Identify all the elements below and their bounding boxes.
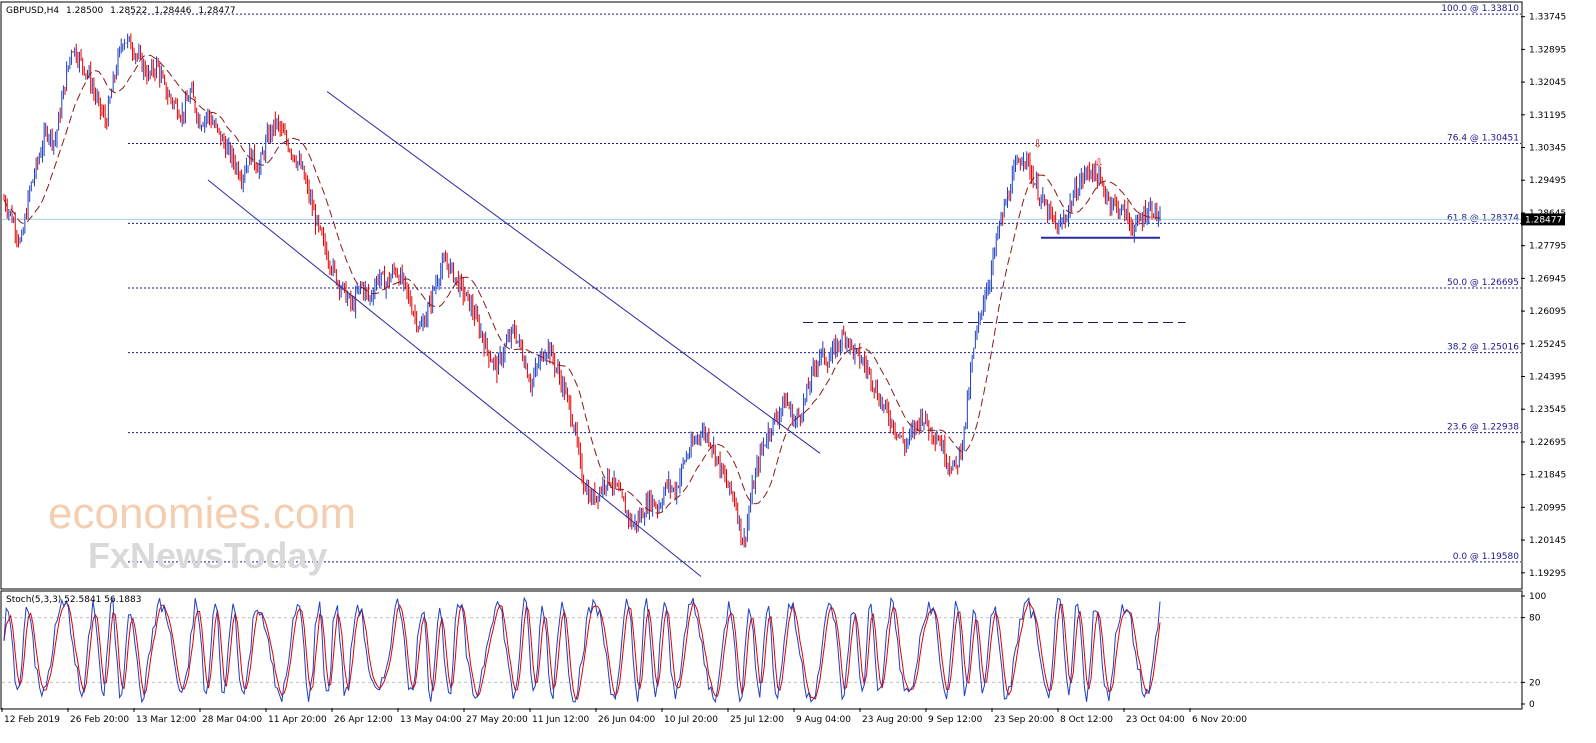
current-price-label: 1.28477 — [1525, 215, 1562, 225]
stoch-tick-label: 80 — [1529, 614, 1541, 624]
price-tick-label: 1.23545 — [1529, 405, 1566, 415]
price-series: ⇩⇩ — [3, 33, 1161, 548]
fib-label-5: 23.6 @ 1.22938 — [1447, 423, 1519, 433]
price-tick-label: 1.25245 — [1529, 340, 1566, 350]
price-tick-label: 1.20995 — [1529, 503, 1566, 513]
time-tick-label: 23 Aug 20:00 — [862, 715, 923, 725]
stochastic-series: 100 80 20 0 — [2, 592, 1546, 710]
time-tick-label: 8 Oct 12:00 — [1060, 715, 1113, 725]
stoch-panel-frame — [0, 590, 1523, 710]
time-tick-label: 11 Apr 20:00 — [268, 715, 327, 725]
time-tick-label: 27 May 20:00 — [466, 715, 528, 725]
time-tick-label: 9 Aug 04:00 — [796, 715, 851, 725]
time-tick-label: 26 Feb 20:00 — [70, 715, 129, 725]
fib-label-4: 38.2 @ 1.25016 — [1447, 343, 1519, 353]
stoch-tick-label: 100 — [1529, 592, 1546, 602]
fib-label-1: 76.4 @ 1.30451 — [1447, 133, 1519, 143]
time-tick-label: 6 Nov 20:00 — [1192, 715, 1247, 725]
time-tick-label: 11 Jun 12:00 — [532, 715, 589, 725]
axes: 1.33745 1.32895 1.32045 1.31195 1.30345 1.294… — [1, 13, 1566, 725]
time-tick-label: 12 Feb 2019 — [4, 715, 60, 725]
time-tick-label: 10 Jul 20:00 — [664, 715, 718, 725]
price-tick-label: 1.27795 — [1529, 242, 1566, 252]
symbol-label: GBPUSD,H4 — [6, 6, 59, 16]
chart-header-symbol: GBPUSD,H4 1.28500 1.28522 1.28446 1.2847… — [6, 6, 236, 16]
price-tick-label: 1.32895 — [1529, 45, 1566, 55]
fib-label-0: 100.0 @ 1.33810 — [1441, 4, 1519, 14]
watermark-economies: economies.com — [48, 489, 356, 538]
stoch-tick-label: 0 — [1529, 700, 1535, 710]
stoch-main-line — [3, 596, 1161, 704]
channel-upper-line — [326, 91, 821, 454]
fib-label-2: 61.8 @ 1.28374 — [1447, 213, 1519, 223]
time-tick-label: 25 Jul 12:00 — [730, 715, 784, 725]
price-tick-label: 1.32045 — [1529, 78, 1566, 88]
time-tick-label: 26 Jun 04:00 — [598, 715, 655, 725]
channel-lower-line — [207, 179, 702, 577]
fibonacci-levels: 100.0 @ 1.33810 76.4 @ 1.30451 61.8 @ 1.28… — [2, 4, 1521, 563]
time-tick-label: 13 Mar 12:00 — [136, 715, 196, 725]
open-value: 1.28500 — [66, 6, 103, 16]
price-tick-label: 1.33745 — [1529, 13, 1566, 23]
watermark-fxnewstoday: FxNewsToday — [88, 535, 327, 576]
price-channel — [207, 91, 1186, 577]
price-tick-label: 1.26095 — [1529, 307, 1566, 317]
price-tick-label: 1.21845 — [1529, 471, 1566, 481]
time-tick-label: 26 Apr 12:00 — [334, 715, 393, 725]
watermark: economies.com FxNewsToday — [48, 489, 356, 576]
price-tick-label: 1.20145 — [1529, 536, 1566, 546]
price-panel-frame — [0, 1, 1523, 590]
price-tick-label: 1.30345 — [1529, 144, 1566, 154]
moving-average-line — [3, 54, 1161, 514]
time-tick-label: 13 May 04:00 — [400, 715, 462, 725]
close-value: 1.28477 — [198, 6, 235, 16]
time-tick-label: 28 Mar 04:00 — [202, 715, 262, 725]
fib-label-6: 0.0 @ 1.19580 — [1453, 552, 1520, 562]
price-tick-label: 1.24395 — [1529, 373, 1566, 383]
time-tick-label: 23 Oct 04:00 — [1126, 715, 1185, 725]
price-tick-label: 1.29495 — [1529, 176, 1566, 186]
fib-label-3: 50.0 @ 1.26695 — [1447, 278, 1519, 288]
high-value: 1.28522 — [110, 6, 147, 16]
price-tick-label: 1.31195 — [1529, 111, 1566, 121]
stoch-header: Stoch(5,3,3) 52.5841 56.1883 — [6, 595, 141, 605]
time-tick-label: 9 Sep 12:00 — [928, 715, 983, 725]
price-tick-label: 1.26945 — [1529, 274, 1566, 284]
price-tick-label: 1.19295 — [1529, 569, 1566, 579]
top-arrow-down-icon: ⇩ — [1094, 157, 1103, 170]
time-tick-label: 23 Sep 20:00 — [994, 715, 1054, 725]
stoch-tick-label: 20 — [1529, 678, 1541, 688]
top-arrow-down-icon: ⇩ — [1033, 137, 1042, 150]
current-price-box — [1521, 213, 1565, 226]
low-value: 1.28446 — [154, 6, 191, 16]
price-tick-label: 1.22695 — [1529, 438, 1566, 448]
